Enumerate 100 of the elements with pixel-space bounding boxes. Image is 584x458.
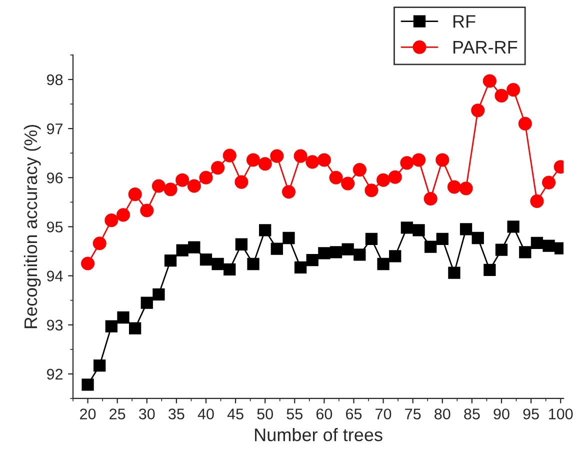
x-tick-label: 40 <box>198 408 214 420</box>
point <box>364 184 378 198</box>
point <box>448 266 460 279</box>
x-tick-label: 90 <box>494 408 510 420</box>
point <box>389 250 402 262</box>
point <box>330 246 342 258</box>
point <box>187 179 201 193</box>
point <box>81 256 95 270</box>
point <box>247 258 260 270</box>
point <box>471 104 485 118</box>
point <box>176 173 190 187</box>
point <box>152 179 166 193</box>
point <box>424 240 437 253</box>
point <box>92 236 106 250</box>
point <box>507 220 520 233</box>
point <box>460 223 472 236</box>
point <box>519 246 532 258</box>
point <box>94 360 106 372</box>
point <box>354 248 366 261</box>
point <box>352 163 366 177</box>
point <box>224 263 236 276</box>
point <box>270 242 283 255</box>
x-tick-label: 35 <box>168 408 184 420</box>
point <box>530 236 544 249</box>
x-tick-label: 80 <box>434 408 450 420</box>
point <box>188 241 200 254</box>
legend-label: RF <box>453 15 476 28</box>
x-tick-label: 95 <box>523 408 539 420</box>
point <box>128 188 142 202</box>
point <box>199 170 213 184</box>
x-tick-label: 25 <box>110 408 126 420</box>
x-tick-label: 60 <box>316 408 332 420</box>
y-tick-label: 97 <box>47 123 63 134</box>
point <box>482 74 496 88</box>
point <box>542 176 556 190</box>
point <box>105 320 118 332</box>
x-tick-label: 70 <box>376 408 392 420</box>
point <box>484 264 496 276</box>
point <box>447 180 461 194</box>
point <box>530 194 544 208</box>
point <box>400 222 414 234</box>
point <box>436 153 450 167</box>
y-axis-title: Recognition accuracy (%) <box>24 124 41 328</box>
point <box>258 157 272 171</box>
y-tick-label: 92 <box>47 368 63 380</box>
point <box>222 148 236 162</box>
y-tick-label: 93 <box>47 320 63 331</box>
point <box>200 254 212 266</box>
point <box>472 232 484 244</box>
point <box>306 254 318 266</box>
point <box>140 296 153 309</box>
point <box>436 232 448 246</box>
point <box>495 244 508 256</box>
legend-label: PAR-RF <box>453 41 518 54</box>
x-tick-label: 45 <box>227 408 244 420</box>
point <box>270 149 284 163</box>
point <box>506 83 520 97</box>
y-tick-label: 94 <box>47 270 63 282</box>
point <box>164 254 177 267</box>
point <box>234 175 248 189</box>
x-tick-label: 65 <box>346 408 362 420</box>
x-tick-label: 30 <box>138 408 155 420</box>
point <box>152 288 165 301</box>
point <box>164 182 178 196</box>
y-tick-label: 98 <box>47 74 63 86</box>
point <box>412 224 425 236</box>
point <box>128 322 142 334</box>
point <box>377 258 390 270</box>
point <box>246 153 260 167</box>
point <box>294 261 307 274</box>
point <box>116 208 130 222</box>
point <box>376 173 390 187</box>
point <box>140 204 154 218</box>
point <box>235 238 248 250</box>
x-tick-label: 75 <box>405 408 421 420</box>
point <box>342 243 354 256</box>
point <box>459 182 473 196</box>
point <box>117 311 130 324</box>
point <box>518 116 532 130</box>
point <box>82 378 94 391</box>
point <box>542 240 555 252</box>
point <box>259 224 272 236</box>
point <box>329 170 343 184</box>
point <box>294 149 308 163</box>
point <box>176 244 188 256</box>
point <box>104 214 118 228</box>
point <box>388 170 402 184</box>
x-tick-label: 85 <box>464 408 480 420</box>
y-tick-label: 96 <box>47 172 63 184</box>
point <box>282 232 295 244</box>
point <box>412 153 426 167</box>
point <box>341 176 355 190</box>
x-tick-label: 100 <box>549 408 573 420</box>
x-axis-title: Number of trees <box>255 428 382 442</box>
point <box>494 88 508 102</box>
point <box>424 192 438 206</box>
point <box>212 258 224 270</box>
x-tick-label: 20 <box>80 408 96 420</box>
point <box>317 153 331 167</box>
x-tick-label: 55 <box>286 408 302 420</box>
